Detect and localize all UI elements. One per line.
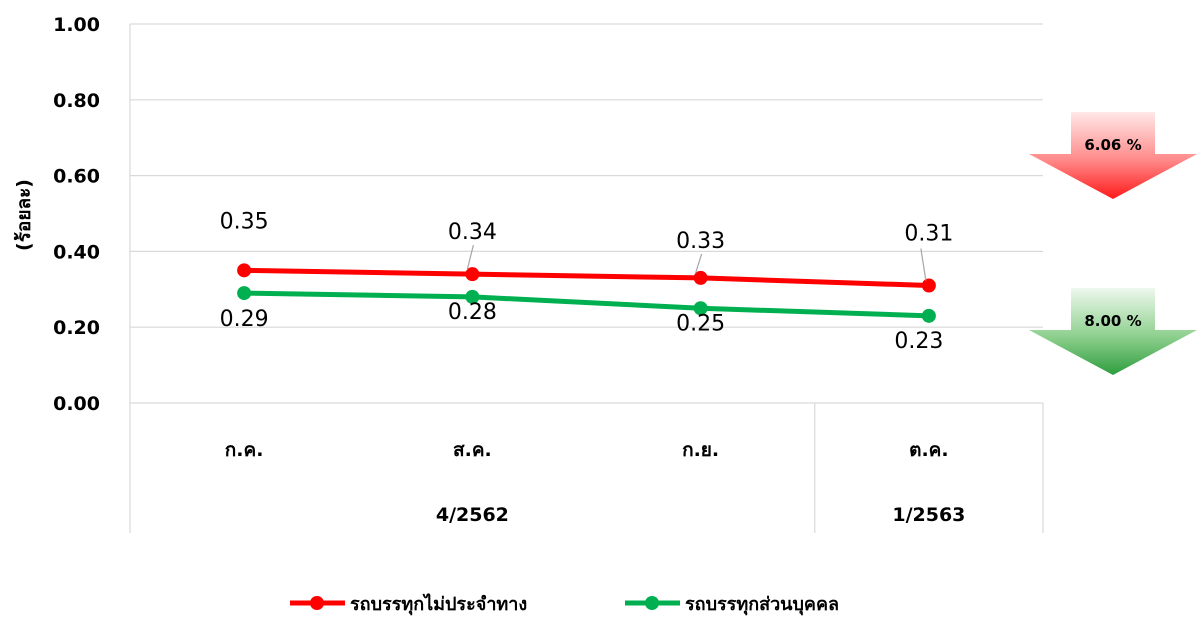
- data-label-1-2: 0.25: [676, 311, 725, 336]
- data-label-0-0: 0.35: [220, 209, 269, 234]
- x-group-label-1: 1/2563: [892, 504, 965, 526]
- arrow-label-1: 8.00 %: [1084, 312, 1141, 330]
- y-axis-ticks: 0.00 0.20 0.40 0.60 0.80 1.00: [53, 14, 100, 415]
- data-point-1-3: [921, 308, 936, 323]
- y-axis-label: (ร้อยละ): [13, 179, 35, 251]
- arrow-red-down-icon: [1029, 112, 1197, 199]
- x-category-label-1: ส.ค.: [453, 439, 492, 461]
- y-tick-label-2: 0.40: [53, 241, 100, 263]
- data-label-1-3: 0.23: [894, 329, 943, 354]
- legend: รถบรรทุกไม่ประจำทาง รถบรรทุกส่วนบุคคล: [290, 593, 839, 616]
- y-tick-label-3: 0.60: [53, 166, 100, 188]
- data-point-0-2: [693, 270, 708, 285]
- data-label-0-3: 0.31: [904, 222, 953, 247]
- x-category-label-0: ก.ค.: [225, 439, 264, 461]
- data-label-0-1: 0.34: [448, 220, 497, 245]
- legend-label-1: รถบรรทุกส่วนบุคคล: [685, 594, 839, 616]
- axes: [129, 24, 1044, 533]
- y-tick-label-4: 0.80: [53, 90, 100, 112]
- data-label-0-2: 0.33: [676, 229, 725, 254]
- leader-line-3: [920, 248, 927, 281]
- data-label-1-0: 0.29: [220, 307, 269, 332]
- y-tick-label-5: 1.00: [53, 14, 100, 36]
- x-category-label-2: ก.ย.: [682, 439, 719, 461]
- x-axis-categories: ก.ค. ส.ค. ก.ย. ต.ค.: [225, 439, 949, 461]
- label-leaders: [466, 244, 927, 281]
- series-line-0: [244, 267, 929, 289]
- legend-label-0: รถบรรทุกไม่ประจำทาง: [350, 593, 527, 616]
- x-axis-groups: 4/2562 1/2563: [436, 504, 966, 526]
- data-point-0-1: [465, 267, 480, 282]
- x-group-label-0: 4/2562: [436, 504, 509, 526]
- arrow-green-down-icon: [1029, 288, 1197, 375]
- y-tick-label-1: 0.20: [53, 317, 100, 339]
- data-point-1-2: [693, 301, 708, 316]
- legend-swatch-marker-1: [645, 596, 659, 610]
- legend-swatch-marker-0: [310, 596, 324, 610]
- series-line-1: [244, 290, 929, 319]
- leader-line-1: [466, 244, 474, 270]
- leader-line-2: [695, 253, 703, 274]
- data-point-0-0: [237, 263, 252, 278]
- series-lines: [237, 263, 936, 323]
- change-arrows: 6.06 % 8.00 %: [1029, 112, 1197, 375]
- data-point-1-0: [237, 286, 252, 301]
- arrow-label-0: 6.06 %: [1084, 136, 1141, 154]
- data-point-0-3: [921, 278, 936, 293]
- gridlines: [130, 23, 1043, 404]
- x-category-label-3: ต.ค.: [909, 439, 948, 461]
- data-label-1-1: 0.28: [448, 300, 497, 325]
- data-point-1-1: [465, 289, 480, 304]
- y-tick-label-0: 0.00: [53, 393, 100, 415]
- data-labels: 0.35 0.34 0.33 0.31 0.29 0.28 0.25 0.23: [220, 209, 954, 353]
